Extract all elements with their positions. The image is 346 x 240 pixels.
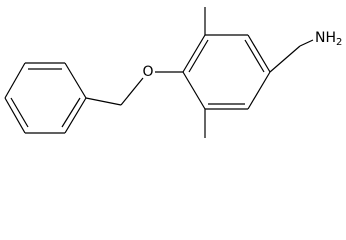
amine-subscript: 2 <box>336 37 342 48</box>
amine-main: NH <box>315 30 336 46</box>
bond <box>299 39 314 47</box>
bond <box>64 62 87 99</box>
bond <box>269 45 301 73</box>
bond <box>182 71 206 110</box>
molecule: O NH2 <box>4 7 342 138</box>
double-bond <box>10 97 29 128</box>
bond <box>64 97 87 134</box>
bond <box>182 34 206 73</box>
bond <box>4 97 26 134</box>
bond <box>4 62 26 99</box>
double-bond <box>61 97 81 128</box>
oxygen-label: O <box>142 64 153 80</box>
bond <box>120 77 144 106</box>
amine-label: NH2 <box>315 30 342 48</box>
double-bond <box>244 39 265 73</box>
page: {"atoms": {"oxygen": "O", "amine": {"mai… <box>4 7 343 138</box>
bonds <box>4 7 314 138</box>
double-bond <box>188 39 209 73</box>
bond <box>247 34 271 73</box>
bond <box>247 71 271 110</box>
bond <box>85 97 122 106</box>
